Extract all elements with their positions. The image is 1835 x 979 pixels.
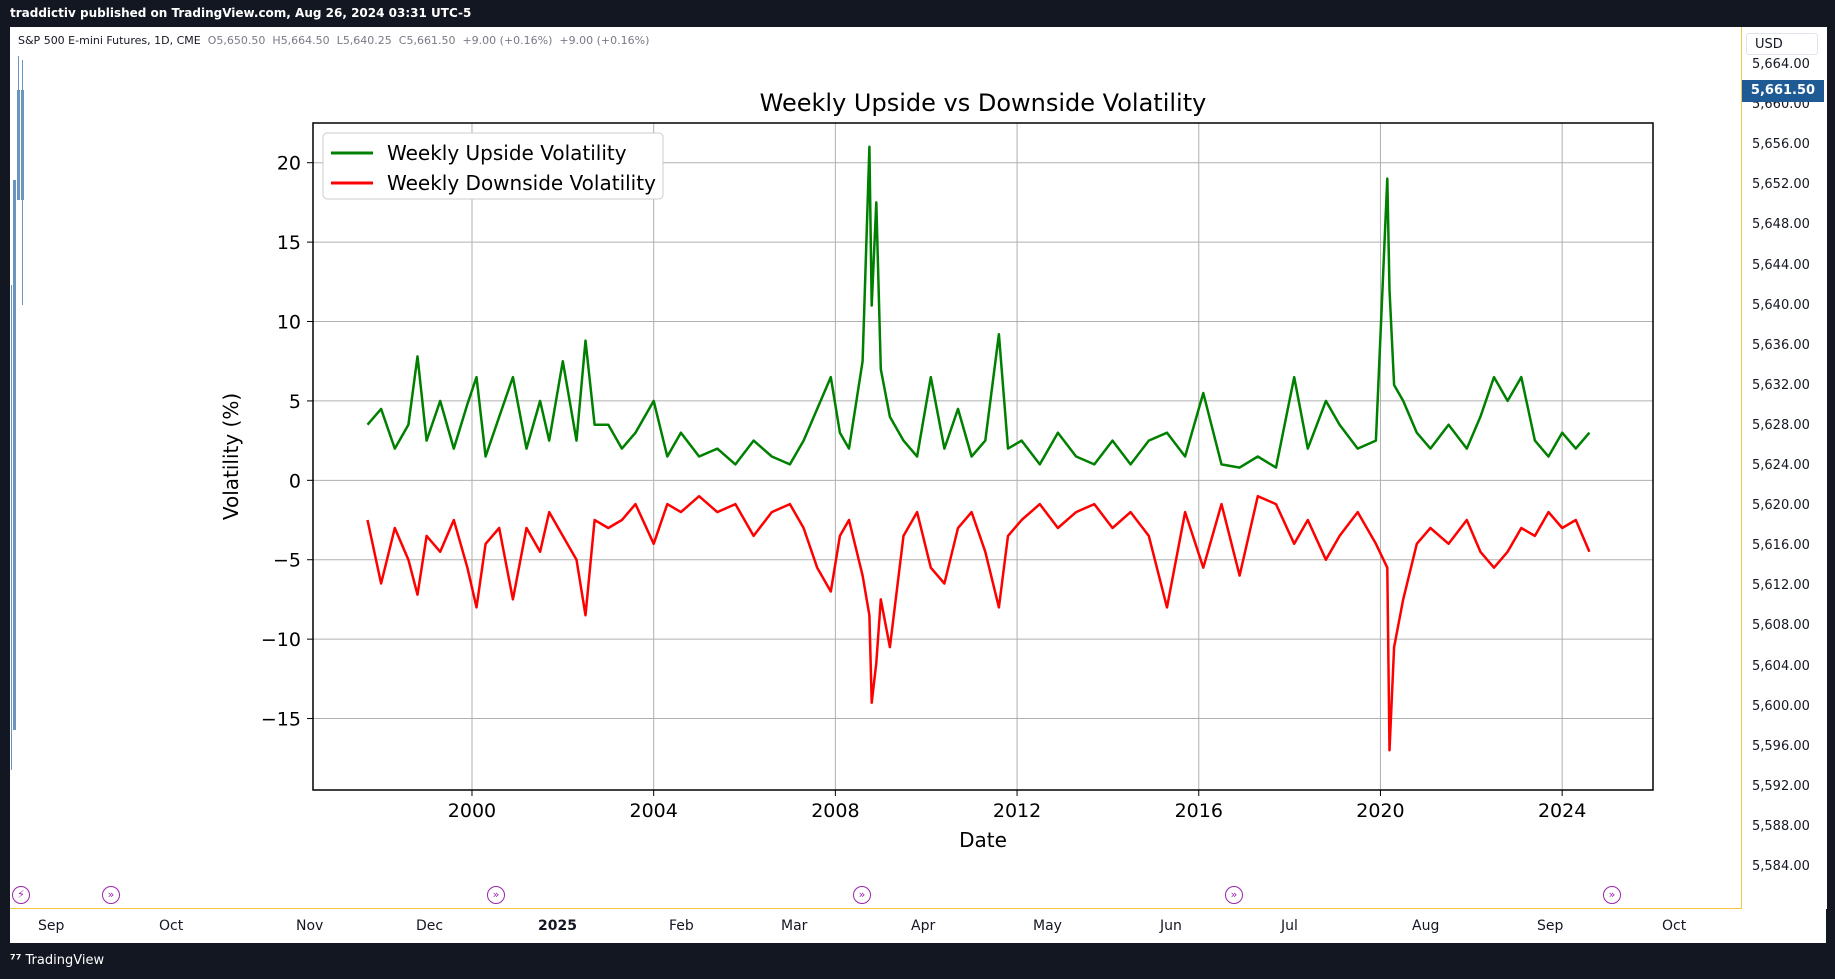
price-tick-label: 5,644.00 [1752, 257, 1810, 273]
time-tick-label: Jul [1281, 918, 1298, 934]
high-label: H [272, 34, 281, 47]
price-tick-label: 5,604.00 [1752, 658, 1810, 674]
y-axis-label: Volatility (%) [219, 393, 243, 520]
change-value-2: +9.00 (+0.16%) [559, 34, 650, 47]
price-tick-label: 5,652.00 [1752, 177, 1810, 193]
low-value: 5,640.25 [342, 34, 392, 47]
close-value: 5,661.50 [406, 34, 456, 47]
price-tick-label: 5,584.00 [1752, 859, 1810, 874]
price-tick-label: 5,640.00 [1752, 297, 1810, 313]
time-tick-label: Feb [669, 918, 694, 934]
y-tick-label: 15 [277, 232, 301, 254]
x-tick-label: 2020 [1356, 800, 1404, 822]
candle [17, 90, 20, 200]
x-tick-label: 2024 [1538, 800, 1586, 822]
price-tick-label: 5,656.00 [1752, 137, 1810, 153]
price-tick-label: 5,620.00 [1752, 498, 1810, 514]
price-tick-label: 5,588.00 [1752, 818, 1810, 834]
series-line-0 [366, 145, 1591, 469]
currency-button[interactable]: USD [1746, 33, 1818, 55]
legend-box [322, 132, 664, 200]
y-tick-label: −5 [273, 550, 301, 572]
close-label: C [398, 34, 407, 47]
time-tick-label: Sep [38, 918, 65, 934]
time-tick-label: 2025 [538, 918, 577, 934]
event-marker-icon[interactable]: » [853, 886, 871, 904]
tradingview-logo-icon[interactable]: ⁷⁷ [10, 953, 22, 968]
time-tick-label: Dec [416, 918, 444, 934]
x-tick-label: 2008 [811, 800, 859, 822]
time-tick-label: Sep [1537, 918, 1564, 934]
y-tick-label: 5 [289, 391, 301, 413]
time-tick-label: May [1033, 918, 1062, 934]
time-tick-label: Jun [1160, 918, 1182, 934]
event-marker-icon[interactable]: » [1603, 886, 1621, 904]
candle [13, 180, 16, 730]
price-tick-label: 5,592.00 [1752, 778, 1810, 794]
price-tick-label: 5,628.00 [1752, 417, 1810, 433]
lightning-event-icon[interactable]: ⚡ [12, 886, 30, 904]
low-label: L [336, 34, 343, 47]
series-line-1 [366, 494, 1591, 752]
price-tick-label: 5,632.00 [1752, 377, 1810, 393]
publish-header: traddictiv published on TradingView.com,… [0, 0, 1835, 27]
legend-entry: Weekly Upside Volatility [387, 141, 627, 165]
chart-title: Weekly Upside vs Downside Volatility [760, 89, 1207, 117]
price-tick-label: 5,596.00 [1752, 738, 1810, 754]
change-value: +9.00 (+0.16%) [462, 34, 553, 47]
legend-entry: Weekly Downside Volatility [387, 171, 656, 195]
current-price-badge: 5,661.50 [1742, 80, 1824, 102]
price-tick-label: 5,612.00 [1752, 578, 1810, 594]
candle-wick [11, 285, 12, 770]
y-tick-label: 10 [277, 312, 301, 334]
y-tick-label: −10 [261, 629, 301, 651]
time-tick-label: Aug [1412, 918, 1440, 934]
time-tick-label: Apr [911, 918, 936, 934]
time-tick-label: Nov [296, 918, 324, 934]
y-tick-label: 0 [289, 470, 301, 492]
event-marker-icon[interactable]: » [1225, 886, 1243, 904]
x-tick-label: 2004 [629, 800, 677, 822]
x-tick-label: 2012 [993, 800, 1041, 822]
footer-bar: ⁷⁷ TradingView [0, 943, 1835, 979]
time-tick-label: Mar [781, 918, 808, 934]
time-tick-label: Oct [159, 918, 184, 934]
high-value: 5,664.50 [280, 34, 330, 47]
open-value: 5,650.50 [216, 34, 266, 47]
plot-frame [312, 122, 1654, 791]
price-tick-label: 5,648.00 [1752, 217, 1810, 233]
y-tick-label: −15 [261, 709, 301, 731]
x-tick-label: 2016 [1175, 800, 1223, 822]
event-marker-icon[interactable]: » [102, 886, 120, 904]
price-tick-label: 5,624.00 [1752, 458, 1810, 473]
brand-name[interactable]: TradingView [25, 953, 105, 968]
time-axis[interactable] [10, 908, 1741, 944]
open-label: O [207, 34, 217, 47]
time-tick-label: Oct [1662, 918, 1687, 934]
symbol-name: S&P 500 E-mini Futures, 1D, CME [18, 34, 201, 47]
x-tick-label: 2000 [448, 800, 496, 822]
price-tick-label: 5,636.00 [1752, 337, 1810, 353]
x-axis-label: Date [959, 828, 1007, 852]
volatility-chart: 2000 2004 2008 2012 2016 2020 2024 −15 −10 −5 0 5 10… [219, 89, 1654, 852]
price-tick-label: 5,664.00 [1752, 57, 1810, 72]
candle [21, 90, 24, 200]
price-axis[interactable] [1741, 27, 1827, 909]
publish-text: traddictiv published on TradingView.com,… [10, 6, 472, 20]
symbol-legend[interactable]: S&P 500 E-mini Futures, 1D, CME O5,650.5… [18, 34, 649, 47]
y-tick-label: 20 [277, 153, 301, 175]
plot-background [313, 123, 1653, 790]
price-tick-label: 5,600.00 [1752, 698, 1810, 714]
price-tick-label: 5,608.00 [1752, 618, 1810, 634]
price-tick-label: 5,616.00 [1752, 538, 1810, 554]
event-marker-icon[interactable]: » [487, 886, 505, 904]
